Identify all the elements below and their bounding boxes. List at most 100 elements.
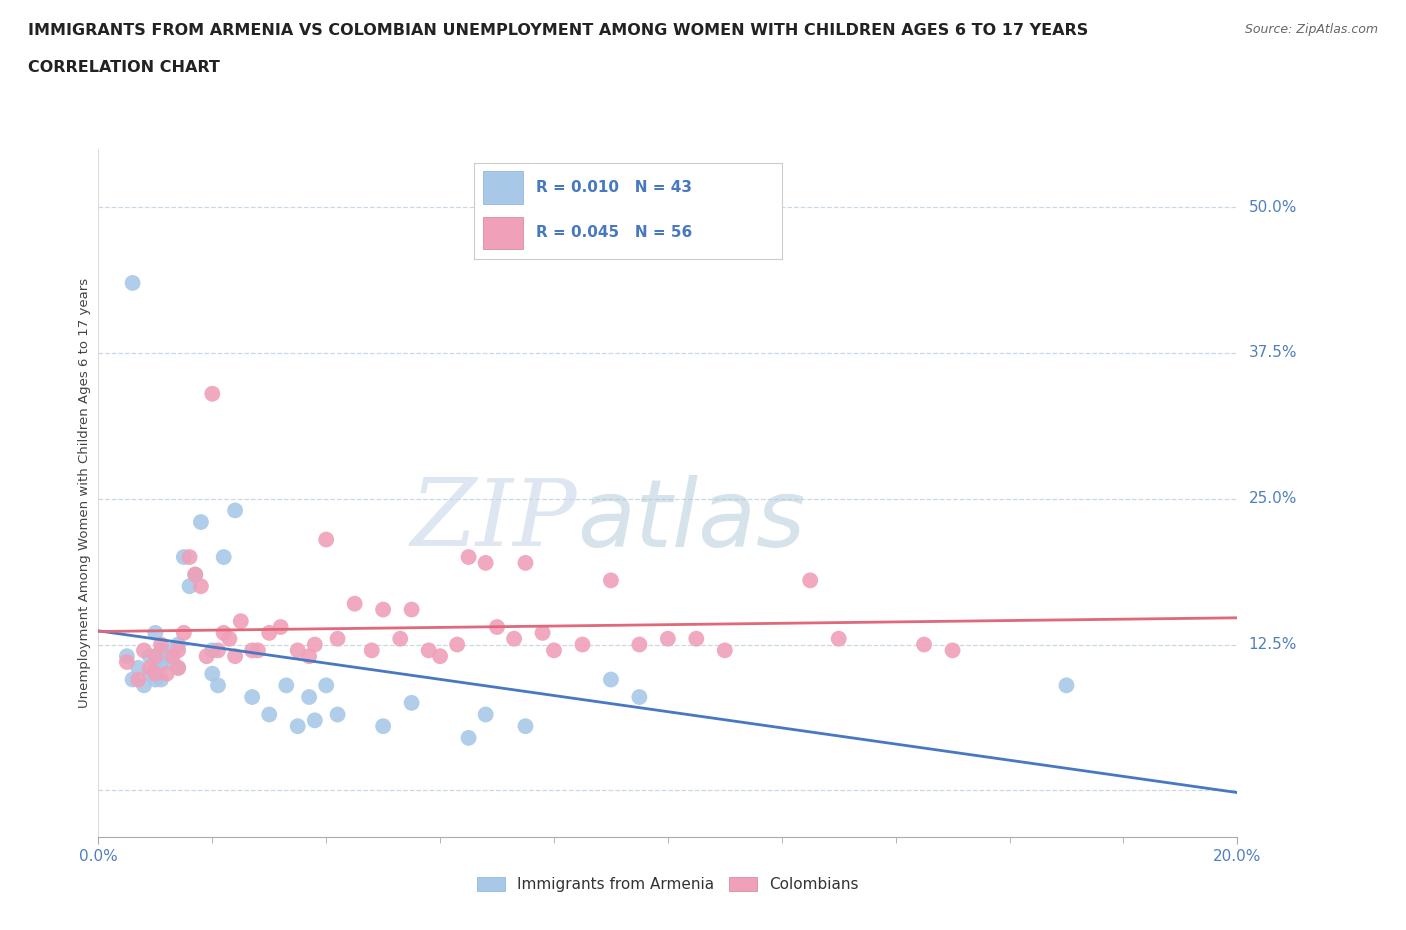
Point bbox=[132, 678, 155, 693]
Point bbox=[184, 567, 207, 582]
Point bbox=[628, 689, 651, 704]
Point bbox=[212, 550, 235, 565]
Point bbox=[315, 678, 337, 693]
Point bbox=[401, 602, 423, 617]
Text: 50.0%: 50.0% bbox=[1249, 200, 1296, 215]
Y-axis label: Unemployment Among Women with Children Ages 6 to 17 years: Unemployment Among Women with Children A… bbox=[79, 278, 91, 708]
Point bbox=[287, 719, 309, 734]
Point bbox=[942, 643, 965, 658]
Point bbox=[132, 643, 155, 658]
Text: 37.5%: 37.5% bbox=[1249, 345, 1296, 361]
Text: CORRELATION CHART: CORRELATION CHART bbox=[28, 60, 219, 75]
Point bbox=[503, 631, 526, 646]
Text: IMMIGRANTS FROM ARMENIA VS COLOMBIAN UNEMPLOYMENT AMONG WOMEN WITH CHILDREN AGES: IMMIGRANTS FROM ARMENIA VS COLOMBIAN UNE… bbox=[28, 23, 1088, 38]
Point bbox=[1056, 678, 1078, 693]
Point bbox=[167, 660, 190, 675]
Point bbox=[224, 503, 246, 518]
Point bbox=[207, 678, 229, 693]
Point bbox=[150, 657, 173, 671]
Point bbox=[121, 275, 143, 290]
Point bbox=[373, 602, 395, 617]
Point bbox=[515, 555, 537, 570]
Point bbox=[167, 643, 190, 658]
Point bbox=[207, 643, 229, 658]
Point bbox=[343, 596, 366, 611]
Point bbox=[150, 637, 173, 652]
Point bbox=[173, 550, 195, 565]
Point bbox=[685, 631, 707, 646]
Point bbox=[714, 643, 737, 658]
Point bbox=[190, 578, 212, 593]
Point bbox=[138, 660, 160, 675]
Point bbox=[326, 707, 349, 722]
Point bbox=[127, 660, 149, 675]
Point bbox=[218, 631, 240, 646]
Point bbox=[240, 643, 263, 658]
Point bbox=[543, 643, 565, 658]
Point bbox=[224, 649, 246, 664]
Text: 25.0%: 25.0% bbox=[1249, 491, 1296, 506]
Point bbox=[373, 719, 395, 734]
Point bbox=[156, 666, 179, 681]
Point bbox=[360, 643, 382, 658]
Point bbox=[138, 666, 160, 681]
Text: ZIP: ZIP bbox=[411, 475, 576, 565]
Point bbox=[389, 631, 412, 646]
Point bbox=[474, 707, 496, 722]
Point bbox=[571, 637, 593, 652]
Point bbox=[162, 643, 184, 658]
Point bbox=[201, 643, 224, 658]
Point bbox=[190, 514, 212, 529]
Point bbox=[121, 672, 143, 687]
Point bbox=[418, 643, 440, 658]
Point bbox=[429, 649, 451, 664]
Point bbox=[326, 631, 349, 646]
Point bbox=[298, 689, 321, 704]
Point bbox=[828, 631, 851, 646]
Point bbox=[657, 631, 679, 646]
Legend: Immigrants from Armenia, Colombians: Immigrants from Armenia, Colombians bbox=[471, 870, 865, 898]
Point bbox=[276, 678, 298, 693]
Point bbox=[270, 619, 292, 634]
Point bbox=[298, 649, 321, 664]
Point bbox=[115, 649, 138, 664]
Point bbox=[457, 550, 479, 565]
Text: atlas: atlas bbox=[576, 475, 806, 566]
Point bbox=[799, 573, 821, 588]
Point bbox=[259, 707, 281, 722]
Point bbox=[304, 637, 326, 652]
Point bbox=[179, 578, 201, 593]
Point bbox=[156, 649, 179, 664]
Text: 12.5%: 12.5% bbox=[1249, 637, 1296, 652]
Point bbox=[167, 637, 190, 652]
Point bbox=[184, 567, 207, 582]
Point bbox=[167, 660, 190, 675]
Point bbox=[179, 550, 201, 565]
Point bbox=[173, 626, 195, 641]
Point bbox=[115, 655, 138, 670]
Point bbox=[401, 696, 423, 711]
Point bbox=[315, 532, 337, 547]
Point bbox=[240, 689, 263, 704]
Point bbox=[287, 643, 309, 658]
Point bbox=[912, 637, 935, 652]
Point bbox=[486, 619, 509, 634]
Point bbox=[195, 649, 218, 664]
Point bbox=[229, 614, 252, 629]
Point bbox=[145, 655, 167, 670]
Point bbox=[246, 643, 269, 658]
Point bbox=[600, 573, 623, 588]
Text: Source: ZipAtlas.com: Source: ZipAtlas.com bbox=[1244, 23, 1378, 36]
Point bbox=[201, 386, 224, 401]
Point bbox=[150, 672, 173, 687]
Point bbox=[474, 555, 496, 570]
Point bbox=[145, 649, 167, 664]
Point bbox=[531, 626, 554, 641]
Point bbox=[304, 713, 326, 728]
Point bbox=[212, 626, 235, 641]
Point bbox=[446, 637, 468, 652]
Point bbox=[127, 672, 149, 687]
Point bbox=[145, 666, 167, 681]
Point bbox=[162, 649, 184, 664]
Point bbox=[150, 643, 173, 658]
